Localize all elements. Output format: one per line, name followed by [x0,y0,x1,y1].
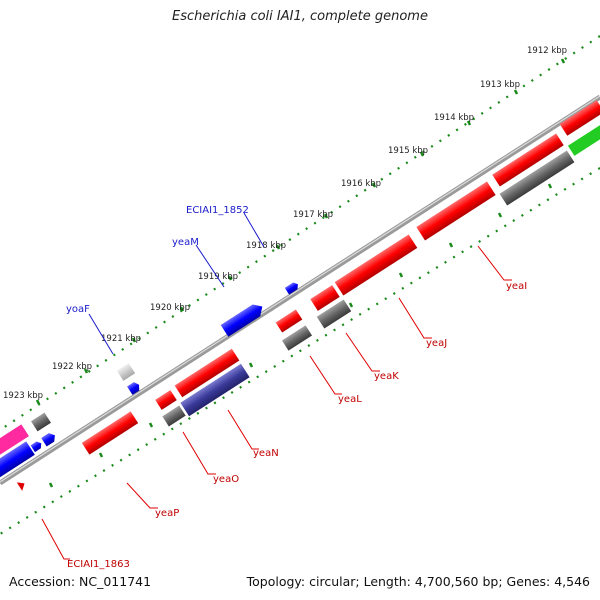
gene-label-yoaF: yoaF [66,304,90,315]
gene-arrow-gray [31,412,51,432]
gene-arrow-blue [41,433,55,447]
gene-features [0,100,600,491]
gene-arrow-blue [0,441,35,479]
red-leader-lines [41,245,512,560]
gene-arrow-red [155,390,177,410]
gene-arrow-blue [284,282,298,295]
tick-label: 1918 kbp [246,241,286,251]
gene-label-yeaK: yeaK [374,371,399,382]
map-title: Escherichia coli IAI1, complete genome [172,9,428,24]
gene-arrow-gray [162,405,186,427]
tick-label: 1920 kbp [150,303,190,313]
tick-label: 1923 kbp [3,391,43,401]
gene-label-yeaL: yeaL [338,394,362,405]
gene-arrow-red [174,348,240,398]
gene-arrow-green [567,124,600,156]
gene-label-yeaI: yeaI [506,281,527,292]
gene-arrow-lightgray [116,363,136,381]
gene-label-ECIAI1_1852: ECIAI1_1852 [186,205,249,216]
gene-arrow-blue [127,382,140,395]
genome-backbone [0,94,600,486]
gene-label-yeaJ: yeaJ [426,338,447,349]
tick-label: 1922 kbp [52,362,92,372]
gene-arrow-navy [180,363,250,417]
tick-label: 1919 kbp [198,272,238,282]
tick-label: 1916 kbp [341,179,381,189]
gene-arrow-pink [0,424,29,456]
gene-arrow-blue [30,441,42,453]
accession-label: Accession: NC_011741 [9,574,152,589]
gene-arrow-red [492,133,564,187]
gene-label-ECIAI1_1863: ECIAI1_1863 [67,559,130,570]
outer-major-ticks [35,58,566,405]
gene-arrow-red [16,482,25,491]
gene-arrow-red [275,309,303,333]
tick-label: 1921 kbp [101,334,141,344]
gene-label-yeaP: yeaP [155,508,179,519]
inner-tick-ring [0,167,600,535]
gene-arrow-red [310,285,340,311]
gene-label-yeaM: yeaM [172,237,199,248]
tick-labels: 1912 kbp 1913 kbp 1914 kbp 1915 kbp 1916… [3,46,567,401]
gene-arrow-gray [316,299,352,329]
gene-arrow-red [334,234,418,296]
tick-label: 1914 kbp [434,113,474,123]
gene-arrow-gray [499,150,575,206]
gene-arrow-red [559,100,600,136]
gene-arrow-blue [220,304,263,337]
genome-backbone-highlight [0,95,600,483]
gene-label-yeaN: yeaN [253,448,279,459]
blue-leader-lines [88,212,265,355]
gene-arrow-red [81,411,139,455]
tick-label: 1917 kbp [293,210,333,220]
gene-arrow-gray [281,325,313,351]
tick-label: 1912 kbp [527,46,567,56]
gene-arrow-red [416,181,496,241]
tick-label: 1915 kbp [388,146,428,156]
gene-labels: yeaI yeaJ yeaK yeaL yeaN yeaO yeaP ECIAI… [66,205,527,570]
tick-label: 1913 kbp [480,80,520,90]
genome-summary: Topology: circular; Length: 4,700,560 bp… [246,574,590,589]
gene-label-yeaO: yeaO [213,474,239,485]
